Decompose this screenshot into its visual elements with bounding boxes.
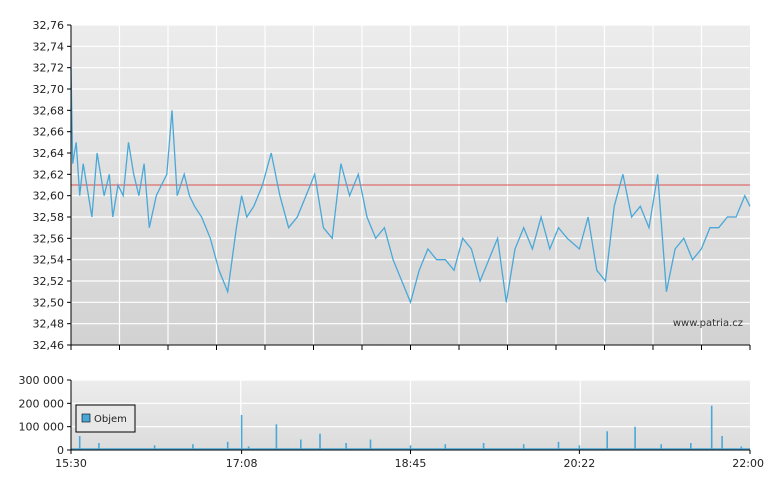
volume-bar — [690, 443, 692, 450]
x-tick-label: 15:30 — [55, 457, 87, 470]
price-y-tick-label: 32,58 — [33, 211, 65, 224]
price-y-tick-label: 32,70 — [33, 83, 65, 96]
x-tick-label: 18:45 — [395, 457, 427, 470]
price-panel: 32,46 32,48 32,50 32,52 32,54 32,56 32,58 32,60… — [33, 19, 751, 352]
price-y-tick-label: 32,48 — [33, 318, 65, 331]
volume-bar — [78, 436, 81, 450]
price-y-tick-label: 32,72 — [33, 62, 65, 75]
volume-y-tick-label: 0 — [57, 444, 64, 457]
volume-bar — [275, 424, 278, 450]
volume-bar — [98, 443, 100, 450]
x-tick-label: 22:00 — [732, 457, 764, 470]
volume-bar — [345, 443, 347, 450]
price-y-tick-label: 32,50 — [33, 296, 65, 309]
price-y-tick-label: 32,66 — [33, 126, 65, 139]
volume-bar — [192, 444, 194, 450]
price-y-tick-label: 32,52 — [33, 275, 65, 288]
price-y-tick-label: 32,64 — [33, 147, 65, 160]
price-y-tick-label: 32,54 — [33, 254, 65, 267]
volume-bar — [240, 415, 243, 450]
price-y-tick-label: 32,46 — [33, 339, 65, 352]
volume-bar — [721, 436, 723, 450]
price-y-tick-label: 32,62 — [33, 168, 65, 181]
volume-bar — [710, 405, 713, 450]
volume-bar — [319, 433, 321, 450]
volume-bar — [369, 439, 372, 450]
volume-bar — [522, 444, 525, 450]
volume-bar — [409, 445, 412, 450]
volume-bar — [482, 443, 485, 450]
price-series-line — [70, 67, 751, 305]
volume-bar — [153, 445, 156, 450]
volume-y-tick-label: 300 000 — [19, 374, 65, 387]
volume-bar — [634, 426, 636, 450]
legend-label: Objem — [94, 414, 127, 425]
price-y-tick-label: 32,74 — [33, 40, 65, 53]
x-tick-label: 17:08 — [226, 457, 258, 470]
watermark: www.patria.cz — [673, 318, 743, 329]
volume-bar — [660, 444, 662, 450]
price-y-tick-label: 32,68 — [33, 104, 65, 117]
x-tick-label: 20:22 — [564, 457, 596, 470]
volume-y-tick-label: 100 000 — [19, 421, 65, 434]
price-y-tick-label: 32,56 — [33, 232, 65, 245]
volume-bar — [226, 441, 229, 450]
volume-panel: 0 100 000 200 000 300 000 15:30 17:08 18:45 20:… — [19, 374, 765, 470]
price-y-tick-label: 32,60 — [33, 190, 65, 203]
volume-bar — [578, 445, 581, 450]
volume-bar — [606, 431, 608, 450]
volume-bar — [444, 444, 447, 450]
volume-legend: Objem — [75, 404, 136, 433]
legend-swatch — [81, 413, 91, 423]
volume-bar — [300, 439, 302, 450]
volume-y-tick-label: 200 000 — [19, 397, 65, 410]
price-y-tick-label: 32,76 — [33, 19, 65, 32]
volume-bar — [557, 441, 560, 450]
